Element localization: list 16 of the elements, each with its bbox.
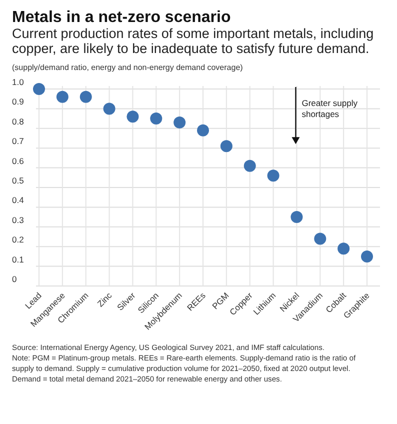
y-tick-label: 0.5: [12, 176, 24, 186]
y-tick-label: 0.7: [12, 136, 24, 146]
y-tick-label: 0.1: [12, 254, 24, 264]
chart-title: Metals in a net-zero scenario: [12, 9, 231, 26]
x-tick-label: Zinc: [95, 290, 114, 309]
y-tick-label: 0.6: [12, 156, 24, 166]
y-tick-label: 0.2: [12, 234, 24, 245]
y-axis-title: (supply/demand ratio, energy and non-energy demand coverage): [12, 63, 244, 72]
y-tick-label: 0.8: [12, 116, 24, 126]
y-tick-label: 0.3: [12, 214, 24, 225]
y-tick-label: 0: [12, 274, 17, 284]
y-tick-label: 0.4: [12, 195, 24, 206]
y-tick-label: 0.9: [12, 96, 24, 107]
chart-subtitle: Current production rates of some important metals, including copper, are likely to be inadequate to satisfy future demand.: [12, 26, 374, 56]
y-tick-label: 1.0: [12, 77, 24, 87]
annotation: Greater supply shortages: [302, 98, 358, 119]
